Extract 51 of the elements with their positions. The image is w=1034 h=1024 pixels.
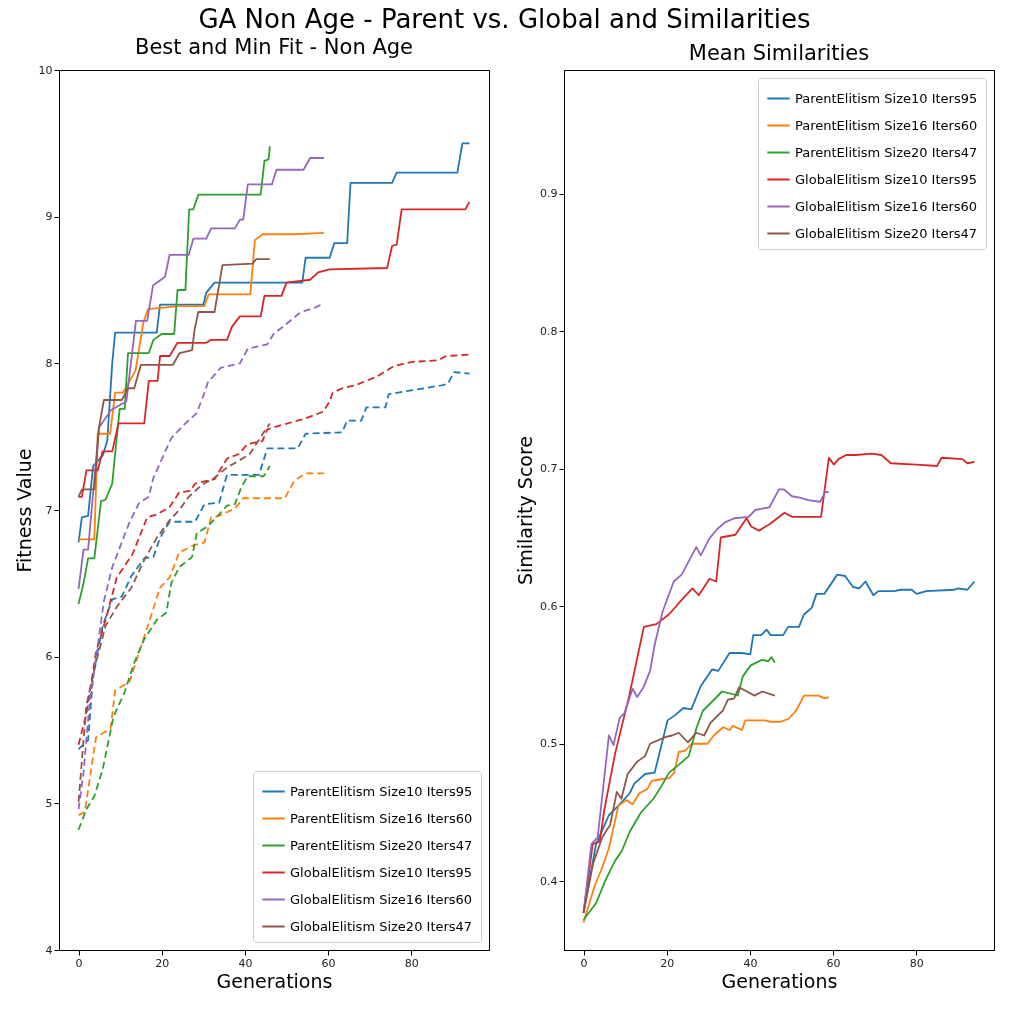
y-axis-title: Similarity Score [514,435,537,586]
line-series [77,142,471,544]
y-tick-label: 0.9 [540,187,558,201]
x-tick-label: 40 [238,956,253,970]
x-axis-title: Generations [721,969,838,992]
x-tick-label: 60 [321,956,336,970]
x-axis-title: Generations [216,969,333,992]
legend-label: GlobalElitism Size10 Iters95 [795,171,978,187]
x-tick-label: 80 [909,956,924,970]
legend-label: ParentElitism Size16 Iters60 [795,117,978,133]
x-tick-label: 0 [75,956,83,970]
y-tick-label: 4 [45,943,53,957]
y-tick-label: 0.4 [540,874,558,888]
y-tick-label: 0.6 [540,599,558,613]
x-tick-label: 0 [580,956,588,970]
legend-label: GlobalElitism Size16 Iters60 [795,198,978,214]
legend-label: GlobalElitism Size20 Iters47 [290,918,473,934]
legend-label: ParentElitism Size20 Iters47 [795,144,978,160]
y-axis-title: Fitness Value [12,448,35,573]
legend-label: GlobalElitism Size10 Iters95 [290,864,473,880]
x-tick-label: 40 [743,956,758,970]
legend-label: ParentElitism Size16 Iters60 [290,810,473,826]
y-tick-label: 5 [45,796,53,810]
y-tick-label: 0.5 [540,737,558,751]
x-tick-label: 20 [660,956,675,970]
chart-title: Mean Similarities [688,41,870,65]
y-tick-label: 10 [38,63,53,77]
line-series [77,231,325,541]
text: GA Non Age - Parent vs. Global and Similarities [198,3,811,34]
y-tick-label: 9 [45,210,53,224]
line-series [77,465,271,831]
y-tick-label: 7 [45,503,53,517]
line-series [582,694,830,924]
line-series [77,258,271,498]
line-series [77,157,325,591]
line-series [77,201,471,498]
y-tick-label: 8 [45,356,53,370]
y-tick-label: 6 [45,650,53,664]
chart-title: Best and Min Fit - Non Age [134,35,414,59]
line-series [77,422,271,803]
x-tick-label: 80 [404,956,419,970]
legend-label: GlobalElitism Size16 Iters60 [290,891,473,907]
legend-label: ParentElitism Size10 Iters95 [795,90,978,106]
line-series [77,145,271,605]
y-tick-label: 0.7 [540,462,558,476]
legend-label: ParentElitism Size20 Iters47 [290,837,473,853]
legend-label: GlobalElitism Size20 Iters47 [795,225,978,241]
legend-label: ParentElitism Size10 Iters95 [290,783,473,799]
y-tick-label: 0.8 [540,324,558,338]
x-tick-label: 20 [155,956,170,970]
x-tick-label: 60 [826,956,841,970]
